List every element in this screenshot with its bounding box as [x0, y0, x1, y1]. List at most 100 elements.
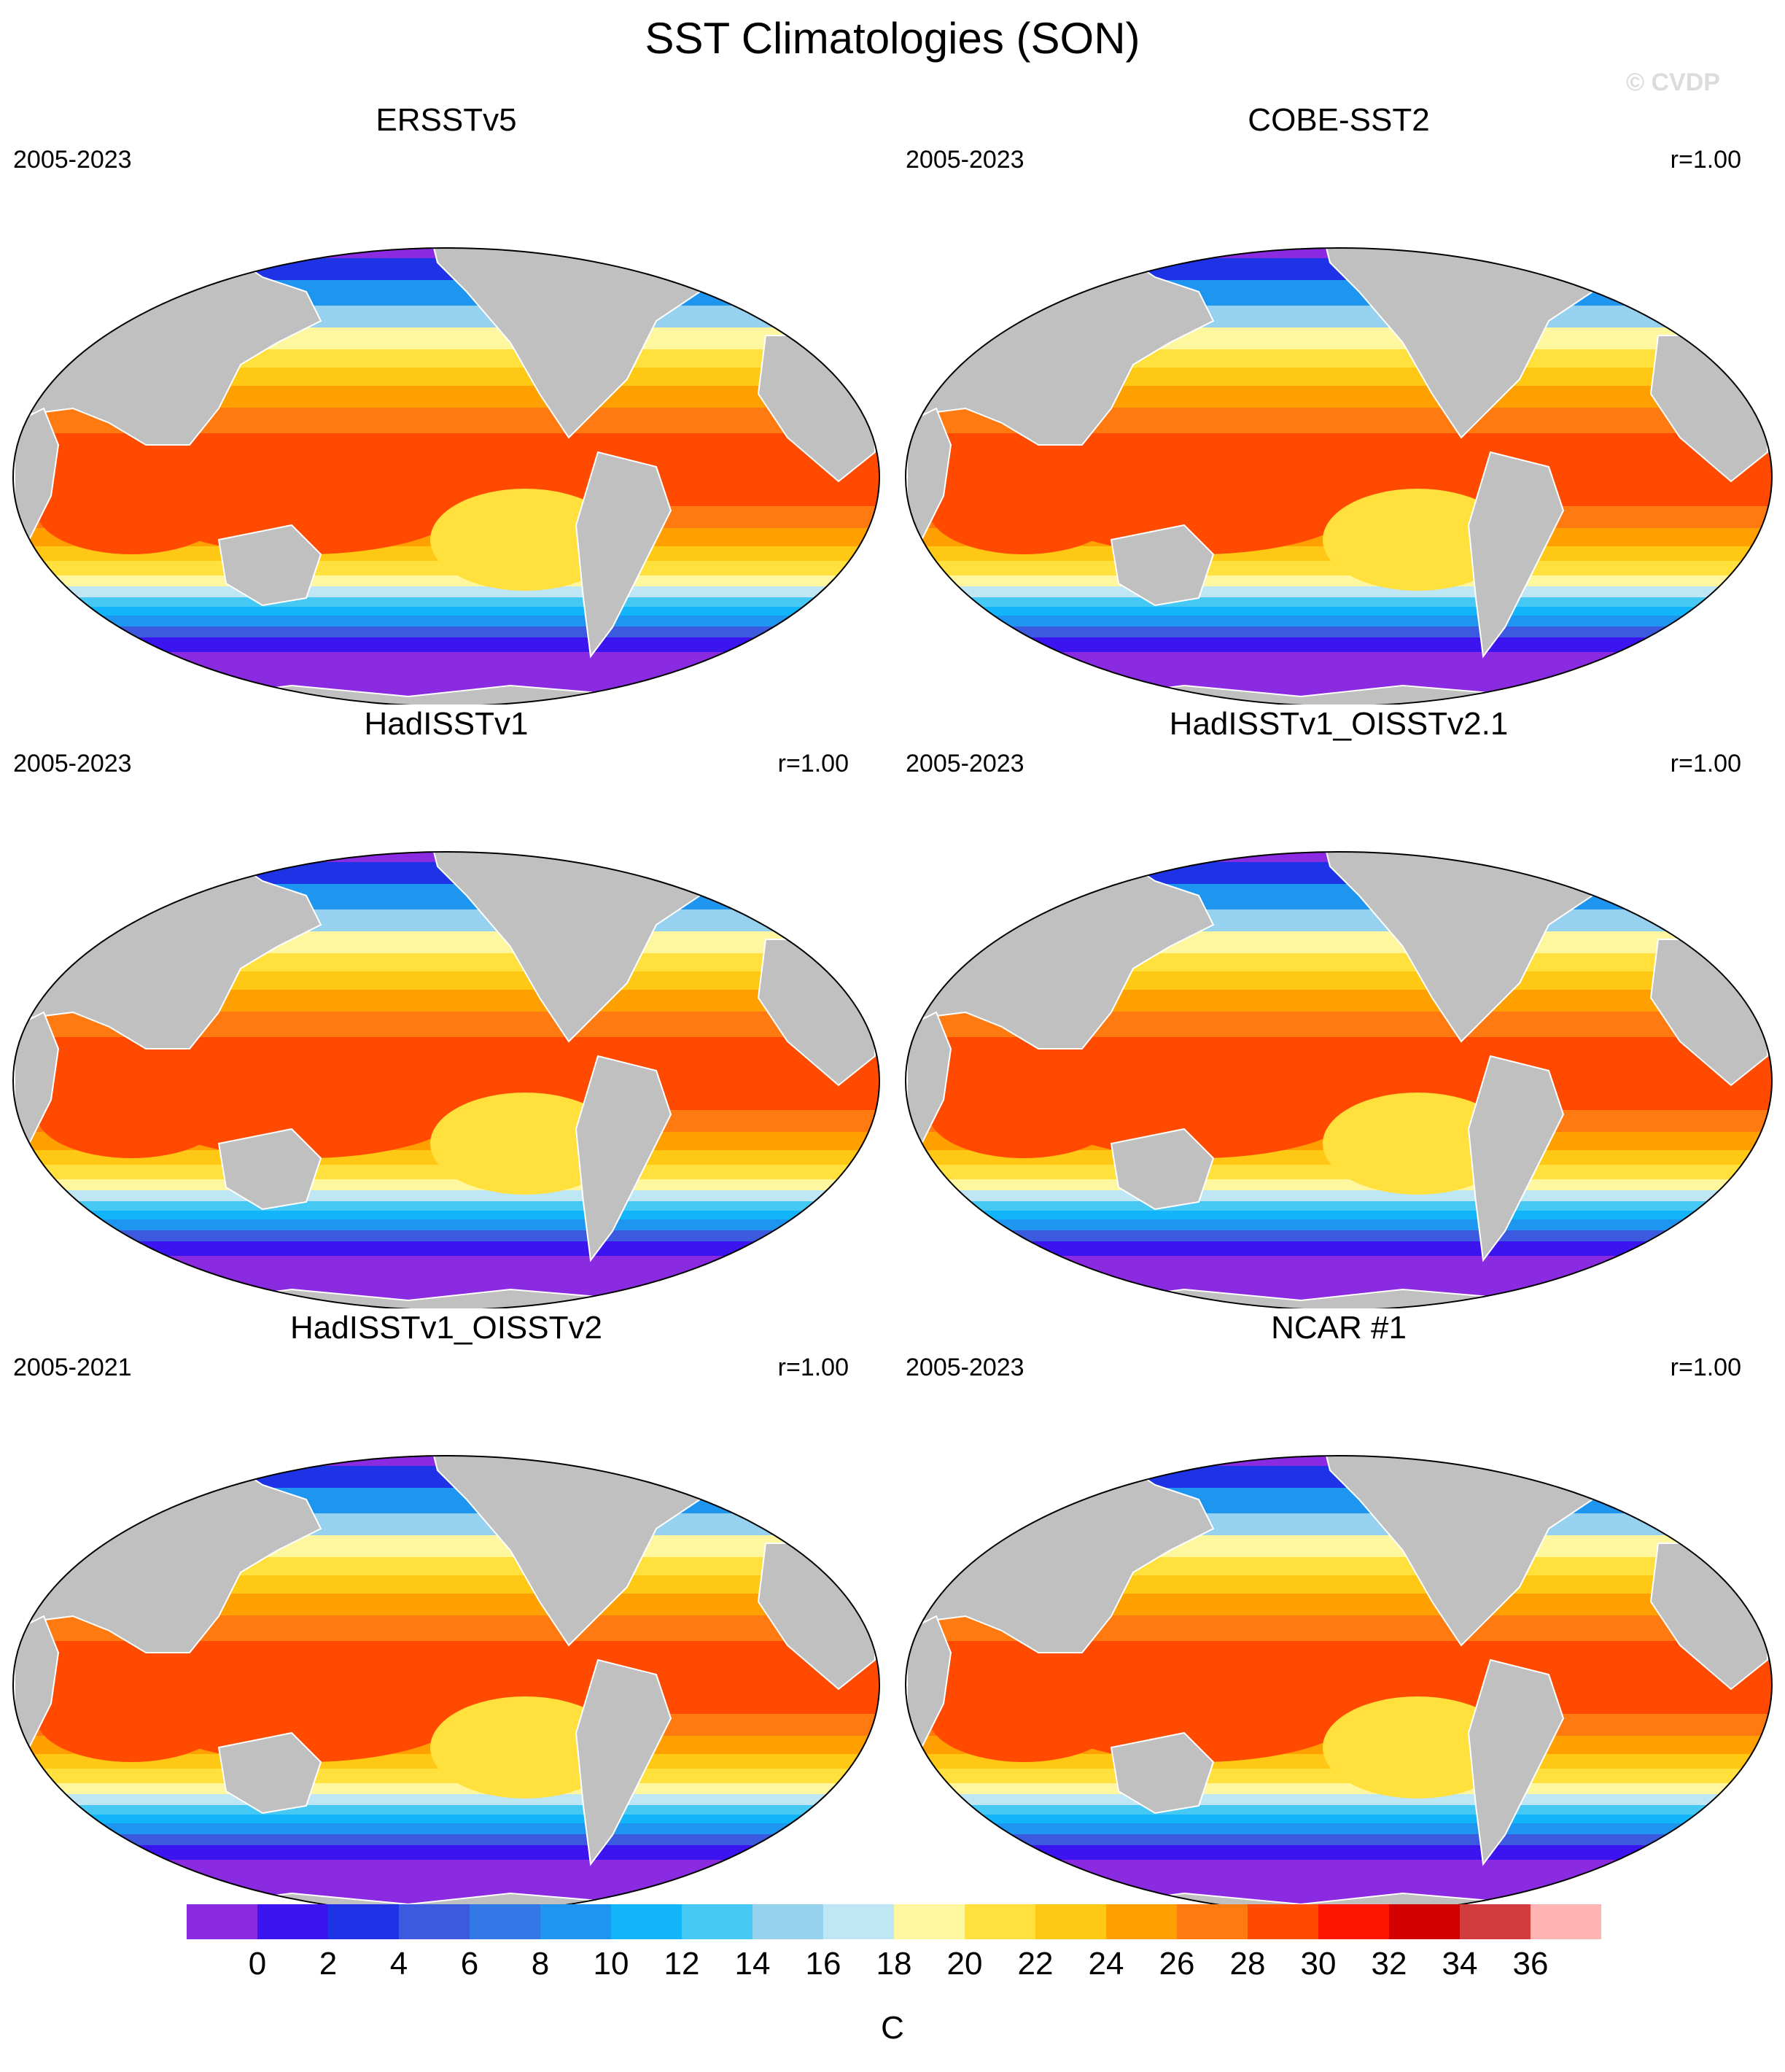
- colorbar-swatch: [328, 1904, 400, 1939]
- panel-title: HadISSTv1_OISSTv2: [290, 1310, 602, 1346]
- ocean-layer: [13, 175, 879, 705]
- colorbar-swatch: [894, 1904, 965, 1939]
- land-mass: [575, 1658, 672, 1866]
- warm-pool: [36, 1675, 226, 1762]
- sst-contour-band: [906, 616, 1772, 627]
- colorbar-tick-label: 26: [1159, 1946, 1195, 1982]
- land-mass: [598, 175, 700, 241]
- sst-contour-band: [906, 1783, 1772, 1795]
- figure-title: SST Climatologies (SON): [645, 14, 1140, 63]
- sst-contour-band: [13, 1823, 879, 1835]
- sst-contour-band: [906, 575, 1772, 587]
- warm-pool: [1031, 438, 1366, 554]
- colorbar-swatch: [399, 1904, 470, 1939]
- panel-years: 2005-2023: [13, 146, 132, 174]
- map-outline: [905, 1455, 1773, 1912]
- sst-contour-band: [13, 607, 879, 616]
- colorbar-tick-label: 10: [593, 1946, 629, 1982]
- sst-map: [905, 851, 1773, 1308]
- sst-contour-band: [906, 1190, 1772, 1202]
- sst-map: [12, 175, 880, 705]
- sst-map: [12, 851, 880, 1308]
- colorbar-swatch: [1460, 1904, 1531, 1939]
- colorbar: [187, 1904, 1601, 1939]
- sst-contour-band: [906, 1845, 1772, 1860]
- ocean-layer: [13, 1383, 879, 1912]
- colorbar-swatch: [257, 1904, 329, 1939]
- warm-pool: [1031, 1645, 1366, 1762]
- cold-tongue: [1323, 1696, 1512, 1799]
- sst-contour-band: [13, 1211, 879, 1220]
- land-mass: [1490, 175, 1592, 241]
- sst-contour-band: [13, 597, 879, 608]
- colorbar-tick-label: 34: [1442, 1946, 1478, 1982]
- sst-contour-band: [906, 1834, 1772, 1846]
- sst-contour-band: [13, 1815, 879, 1824]
- sst-contour-band: [906, 586, 1772, 598]
- map-panel-cobe-sst2: COBE-SST2 2005-2023 r=1.00: [892, 102, 1785, 705]
- land-mass: [1110, 524, 1215, 607]
- colorbar-units: C: [881, 2010, 904, 2046]
- panel-correlation: r=1.00: [1670, 146, 1741, 174]
- colorbar-swatch: [752, 1904, 824, 1939]
- warm-pool: [929, 467, 1119, 554]
- colorbar-tick-label: 0: [248, 1946, 267, 1982]
- sst-contour-band: [13, 1201, 879, 1211]
- colorbar-swatch: [965, 1904, 1036, 1939]
- sst-contour-band: [906, 1211, 1772, 1220]
- ocean-layer: [13, 852, 879, 1308]
- colorbar-swatch: [823, 1904, 895, 1939]
- warm-pool: [1031, 1041, 1366, 1158]
- warm-pool: [36, 467, 226, 554]
- map-panel-ersstv5: ERSSTv5 2005-2023: [0, 102, 892, 705]
- sst-contour-band: [906, 1230, 1772, 1242]
- warm-pool: [139, 1041, 474, 1158]
- sst-map: [905, 1383, 1773, 1912]
- panel-years: 2005-2021: [13, 1354, 132, 1381]
- warm-pool: [36, 1071, 226, 1158]
- map-panel-hadisstv1-oisstv2-1: HadISSTv1_OISSTv2.1 2005-2023 r=1.00: [892, 706, 1785, 1308]
- sst-contour-band: [13, 1179, 879, 1191]
- colorbar-tick-label: 4: [389, 1946, 408, 1982]
- land-mass: [1490, 1383, 1592, 1448]
- colorbar-tick-label: 12: [664, 1946, 700, 1982]
- warm-pool: [929, 1675, 1119, 1762]
- map-outline: [905, 851, 1773, 1308]
- cold-tongue: [430, 489, 620, 591]
- colorbar-swatch: [1177, 1904, 1248, 1939]
- panel-title: COBE-SST2: [1248, 102, 1430, 138]
- sst-contour-band: [13, 575, 879, 587]
- panel-years: 2005-2023: [906, 750, 1024, 777]
- colorbar-tick-label: 28: [1229, 1946, 1266, 1982]
- sst-contour-band: [13, 586, 879, 598]
- sst-contour-band: [13, 637, 879, 653]
- sst-contour-band: [906, 1794, 1772, 1806]
- sst-contour-band: [906, 1201, 1772, 1211]
- sst-contour-band: [13, 1190, 879, 1202]
- sst-contour-band: [13, 1805, 879, 1815]
- panel-title: HadISSTv1_OISSTv2.1: [1169, 706, 1509, 742]
- sst-contour-band: [906, 1805, 1772, 1815]
- colorbar-tick-label: 2: [319, 1946, 338, 1982]
- warm-pool: [929, 1071, 1119, 1158]
- colorbar-swatch: [611, 1904, 682, 1939]
- sst-contour-band: [13, 280, 879, 306]
- map-outline: [905, 247, 1773, 705]
- colorbar-tick-label: 32: [1371, 1946, 1407, 1982]
- land-mass: [217, 1128, 322, 1211]
- panel-years: 2005-2023: [906, 146, 1024, 174]
- cold-tongue: [430, 1696, 620, 1799]
- panel-years: 2005-2023: [906, 1354, 1024, 1381]
- colorbar-swatch: [540, 1904, 612, 1939]
- sst-map: [12, 1383, 880, 1912]
- sst-contour-band: [13, 1834, 879, 1846]
- cold-tongue: [1323, 489, 1512, 591]
- sst-contour-band: [13, 1845, 879, 1860]
- land-mass: [598, 1383, 700, 1448]
- colorbar-tick-label: 20: [946, 1946, 983, 1982]
- ocean-layer: [906, 852, 1772, 1308]
- colorbar-swatch: [1106, 1904, 1178, 1939]
- sst-contour-band: [906, 1815, 1772, 1824]
- sst-contour-band: [906, 884, 1772, 910]
- panel-correlation: r=1.00: [777, 750, 849, 777]
